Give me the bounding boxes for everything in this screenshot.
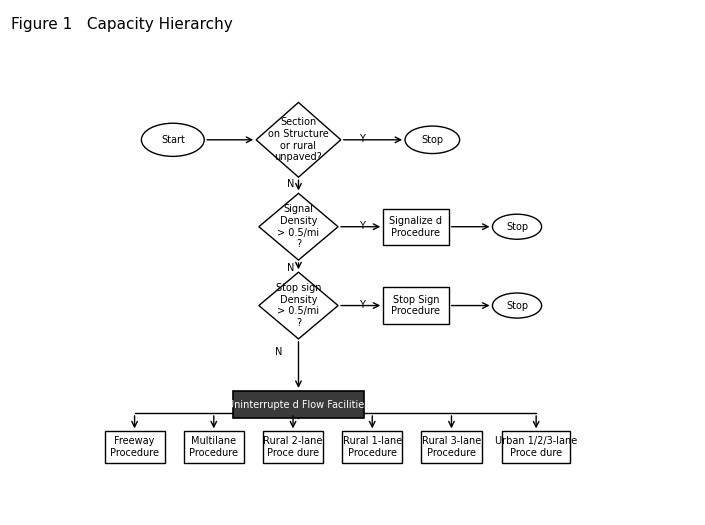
Text: Rural 3-lane
Procedure: Rural 3-lane Procedure bbox=[422, 436, 481, 458]
Text: Figure 1   Capacity Hierarchy: Figure 1 Capacity Hierarchy bbox=[11, 17, 233, 32]
Bar bbox=[342, 431, 403, 463]
Polygon shape bbox=[259, 272, 338, 339]
Ellipse shape bbox=[493, 214, 541, 239]
Text: Rural 1-lane
Procedure: Rural 1-lane Procedure bbox=[343, 436, 402, 458]
Text: Signal
Density
> 0.5/mi
?: Signal Density > 0.5/mi ? bbox=[277, 204, 319, 249]
Bar bbox=[184, 431, 244, 463]
Text: Uninterrupte d Flow Facilities: Uninterrupte d Flow Facilities bbox=[227, 400, 369, 410]
Text: N: N bbox=[274, 347, 282, 357]
Text: Freeway
Procedure: Freeway Procedure bbox=[110, 436, 159, 458]
Ellipse shape bbox=[142, 123, 204, 156]
Text: Stop: Stop bbox=[506, 222, 528, 232]
Bar bbox=[233, 391, 364, 418]
Bar bbox=[384, 208, 449, 245]
Text: Start: Start bbox=[161, 135, 185, 145]
Text: Stop: Stop bbox=[422, 135, 443, 145]
Bar bbox=[104, 431, 165, 463]
Ellipse shape bbox=[405, 126, 460, 153]
Text: Stop: Stop bbox=[506, 300, 528, 311]
Bar bbox=[384, 287, 449, 324]
Text: Y: Y bbox=[360, 300, 365, 310]
Bar bbox=[263, 431, 323, 463]
Text: Rural 2-lane
Proce dure: Rural 2-lane Proce dure bbox=[264, 436, 323, 458]
Ellipse shape bbox=[493, 293, 541, 318]
Text: Stop sign
Density
> 0.5/mi
?: Stop sign Density > 0.5/mi ? bbox=[276, 283, 321, 328]
Text: Signalize d
Procedure: Signalize d Procedure bbox=[389, 216, 443, 237]
Text: Y: Y bbox=[360, 133, 365, 144]
Polygon shape bbox=[259, 193, 338, 260]
Bar bbox=[422, 431, 482, 463]
Text: Section
on Structure
or rural
unpaved?: Section on Structure or rural unpaved? bbox=[268, 118, 329, 162]
Text: Y: Y bbox=[360, 221, 365, 231]
Text: N: N bbox=[287, 264, 294, 274]
Text: N: N bbox=[287, 179, 294, 190]
Text: Urban 1/2/3-lane
Proce dure: Urban 1/2/3-lane Proce dure bbox=[495, 436, 577, 458]
Bar bbox=[502, 431, 570, 463]
Text: Multilane
Procedure: Multilane Procedure bbox=[189, 436, 238, 458]
Polygon shape bbox=[256, 102, 341, 177]
Text: Stop Sign
Procedure: Stop Sign Procedure bbox=[391, 295, 441, 317]
